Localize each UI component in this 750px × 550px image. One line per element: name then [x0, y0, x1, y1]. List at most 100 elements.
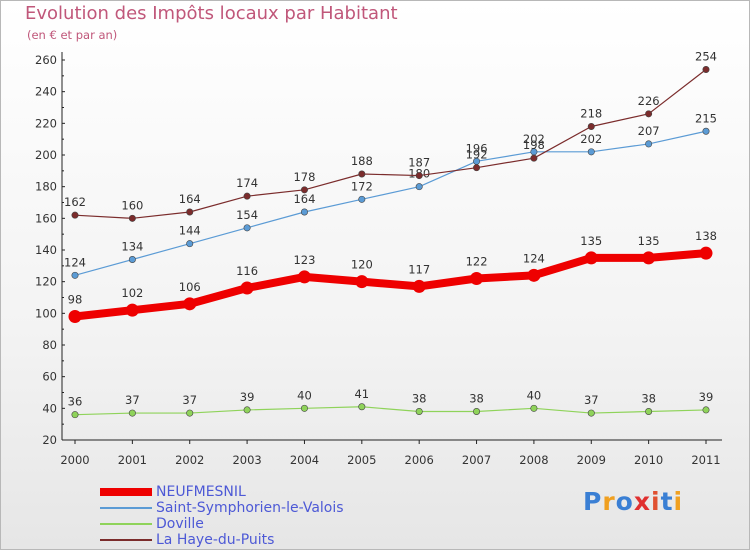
series-line-neufmesnil	[74, 249, 707, 321]
data-point-la-haye-du-puits	[530, 154, 538, 162]
y-tick-label: 200	[35, 148, 57, 162]
data-point-la-haye-du-puits	[300, 186, 308, 194]
data-point-saint-symphorien-le-valois	[243, 224, 251, 232]
legend-label: Doville	[156, 516, 204, 532]
x-tick-label: 2004	[290, 453, 319, 467]
data-label-doville: 39	[240, 390, 255, 404]
x-tick-label: 2010	[634, 453, 663, 467]
series-line-la-haye-du-puits	[74, 69, 707, 219]
data-point-la-haye-du-puits	[71, 211, 79, 219]
data-point-la-haye-du-puits	[186, 208, 194, 216]
logo-letter: P	[583, 487, 603, 516]
y-tick-label: 180	[35, 180, 57, 194]
data-point-neufmesnil	[470, 272, 484, 285]
data-point-neufmesnil	[355, 275, 369, 289]
data-point-la-haye-du-puits	[358, 170, 366, 178]
data-label-doville: 40	[527, 388, 542, 402]
logo-letter: o	[615, 487, 634, 516]
logo-letter: t	[660, 487, 674, 516]
data-point-neufmesnil	[68, 310, 82, 323]
data-label-neufmesnil: 135	[638, 234, 660, 248]
data-label-la-haye-du-puits: 254	[695, 50, 717, 64]
data-label-saint-symphorien-le-valois: 124	[64, 255, 86, 269]
logo-letter: i	[651, 487, 661, 516]
y-tick-label: 20	[42, 433, 57, 447]
data-label-la-haye-du-puits: 174	[236, 176, 258, 190]
data-label-saint-symphorien-le-valois: 202	[523, 132, 545, 146]
y-tick-label: 160	[35, 211, 57, 225]
data-label-neufmesnil: 124	[523, 251, 545, 265]
data-label-saint-symphorien-le-valois: 164	[293, 192, 315, 206]
x-tick-label: 2000	[60, 453, 89, 467]
data-point-doville	[645, 407, 653, 415]
data-point-neufmesnil	[183, 297, 197, 311]
data-label-doville: 39	[699, 390, 714, 404]
data-point-neufmesnil	[240, 281, 254, 295]
data-label-neufmesnil: 138	[695, 229, 717, 243]
data-label-saint-symphorien-le-valois: 207	[638, 124, 660, 138]
data-label-saint-symphorien-le-valois: 144	[179, 224, 201, 238]
data-point-doville	[300, 404, 308, 412]
data-point-la-haye-du-puits	[645, 110, 653, 118]
data-label-la-haye-du-puits: 218	[580, 107, 602, 121]
data-label-neufmesnil: 123	[293, 253, 315, 267]
x-tick-label: 2007	[462, 453, 491, 467]
y-tick-label: 140	[35, 243, 57, 257]
data-point-la-haye-du-puits	[415, 172, 423, 180]
data-label-doville: 37	[584, 393, 599, 407]
data-point-saint-symphorien-le-valois	[300, 208, 308, 216]
data-label-neufmesnil: 116	[236, 264, 258, 278]
data-label-la-haye-du-puits: 162	[64, 195, 86, 209]
data-point-saint-symphorien-le-valois	[587, 148, 595, 156]
data-label-doville: 37	[182, 393, 197, 407]
data-label-doville: 38	[469, 392, 484, 406]
data-point-neufmesnil	[527, 268, 541, 282]
data-label-doville: 40	[297, 388, 312, 402]
data-label-la-haye-du-puits: 188	[351, 154, 373, 168]
data-point-saint-symphorien-le-valois	[128, 255, 136, 263]
y-tick-label: 40	[42, 401, 57, 415]
data-label-doville: 38	[412, 392, 427, 406]
legend-swatch	[100, 523, 152, 525]
x-tick-label: 2002	[175, 453, 204, 467]
x-tick-label: 2005	[347, 453, 376, 467]
series-line-doville	[74, 406, 707, 416]
data-point-saint-symphorien-le-valois	[702, 127, 710, 135]
chart-title: Evolution des Impôts locaux par Habitant	[25, 3, 398, 24]
legend-label: Saint-Symphorien-le-Valois	[156, 500, 344, 516]
legend-swatch	[100, 488, 152, 496]
data-label-doville: 36	[68, 395, 83, 409]
data-label-neufmesnil: 98	[68, 293, 83, 307]
x-tick-label: 2001	[118, 453, 147, 467]
data-point-saint-symphorien-le-valois	[358, 195, 366, 203]
data-point-saint-symphorien-le-valois	[71, 271, 79, 279]
x-tick-label: 2006	[405, 453, 434, 467]
legend-label: La Haye-du-Puits	[156, 532, 275, 548]
data-label-la-haye-du-puits: 178	[293, 170, 315, 184]
data-point-doville	[702, 406, 710, 414]
data-point-neufmesnil	[297, 270, 311, 284]
y-tick-label: 260	[35, 53, 57, 67]
legend-label: NEUFMESNIL	[156, 484, 246, 500]
data-label-saint-symphorien-le-valois: 172	[351, 179, 373, 193]
chart-subtitle: (en € et par an)	[27, 28, 118, 42]
y-tick-label: 240	[35, 85, 57, 99]
data-label-neufmesnil: 102	[121, 286, 143, 300]
data-point-doville	[473, 407, 481, 415]
data-point-doville	[587, 409, 595, 417]
legend-swatch	[100, 507, 152, 509]
data-point-neufmesnil	[584, 251, 598, 265]
data-point-neufmesnil	[699, 246, 713, 260]
data-label-saint-symphorien-le-valois: 196	[466, 141, 488, 155]
x-tick-label: 2009	[577, 453, 606, 467]
data-label-saint-symphorien-le-valois: 215	[695, 111, 717, 125]
logo-letter: x	[633, 487, 651, 516]
data-label-saint-symphorien-le-valois: 202	[580, 132, 602, 146]
data-label-doville: 38	[641, 392, 656, 406]
data-point-neufmesnil	[125, 303, 139, 317]
logo-letter: i	[673, 487, 684, 516]
y-tick-label: 100	[35, 306, 57, 320]
data-label-neufmesnil: 122	[466, 255, 488, 269]
data-label-la-haye-du-puits: 198	[523, 138, 545, 152]
